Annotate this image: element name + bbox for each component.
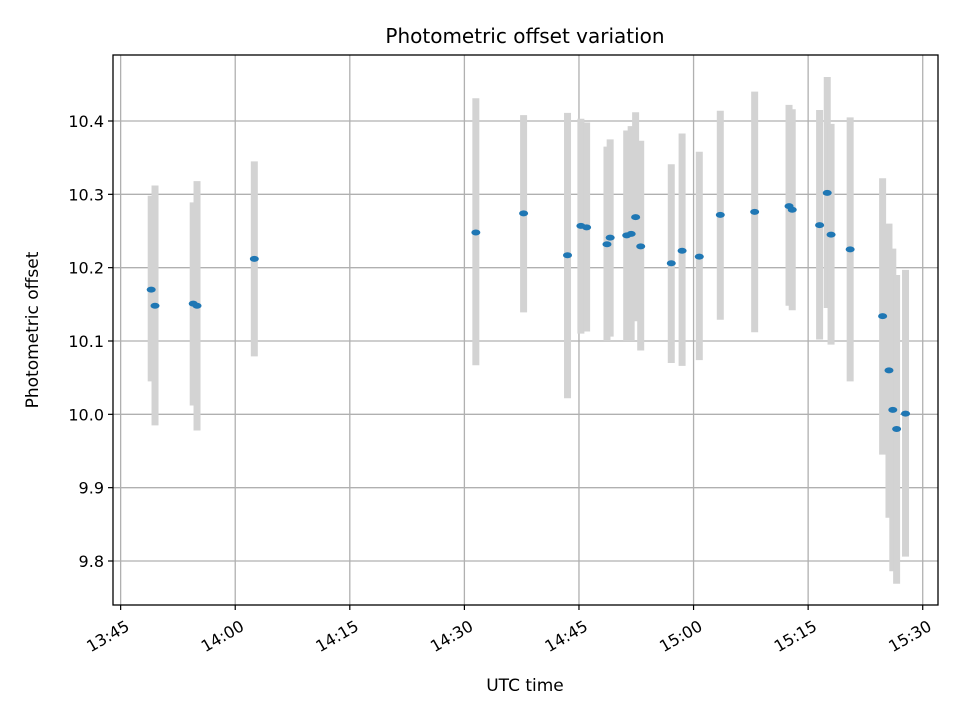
x-tick-label: 14:45 [542, 616, 591, 656]
x-tick-label: 15:15 [771, 616, 820, 656]
data-point [636, 243, 646, 250]
data-point [878, 313, 888, 320]
x-axis-label: UTC time [486, 676, 564, 696]
data-point [826, 231, 836, 238]
error-bars [147, 77, 910, 584]
y-tick-label: 9.8 [79, 552, 104, 571]
data-point [605, 234, 615, 241]
y-axis-label: Photometric offset [23, 251, 43, 408]
data-point [666, 260, 676, 267]
y-tick-label: 10.2 [68, 259, 104, 278]
y-tick-label: 9.9 [79, 479, 104, 498]
data-point [901, 410, 911, 417]
y-tick-label: 10.0 [68, 405, 104, 424]
data-point [563, 252, 573, 259]
data-point [892, 426, 902, 432]
data-point [631, 214, 641, 221]
data-point [694, 253, 704, 260]
data-point [750, 208, 760, 215]
data-point [888, 406, 898, 413]
y-tick-label: 10.4 [68, 112, 104, 131]
data-point [150, 302, 160, 309]
data-point [582, 224, 592, 231]
data-point [626, 230, 636, 237]
data-point [884, 367, 894, 374]
x-tick-label: 15:00 [656, 616, 705, 656]
x-tick-label: 13:45 [83, 616, 132, 656]
x-tick-label: 14:15 [312, 616, 361, 656]
data-point [787, 206, 797, 213]
data-point [715, 211, 725, 218]
x-tick-label: 14:00 [198, 616, 247, 656]
data-point [845, 246, 855, 253]
data-point [471, 229, 481, 236]
data-point [146, 286, 156, 293]
data-point [815, 222, 825, 229]
x-tick-label: 14:30 [427, 616, 476, 656]
data-point [192, 302, 202, 309]
data-point [822, 189, 832, 196]
data-point [249, 255, 259, 262]
x-tick-label: 15:30 [885, 616, 934, 656]
chart-title: Photometric offset variation [385, 24, 664, 48]
data-point [602, 241, 612, 248]
data-points [146, 189, 911, 432]
y-tick-label: 10.3 [68, 185, 104, 204]
plot-area-frame [112, 54, 939, 606]
data-point [677, 247, 687, 254]
y-tick-label: 10.1 [68, 332, 104, 351]
data-point [519, 210, 529, 217]
